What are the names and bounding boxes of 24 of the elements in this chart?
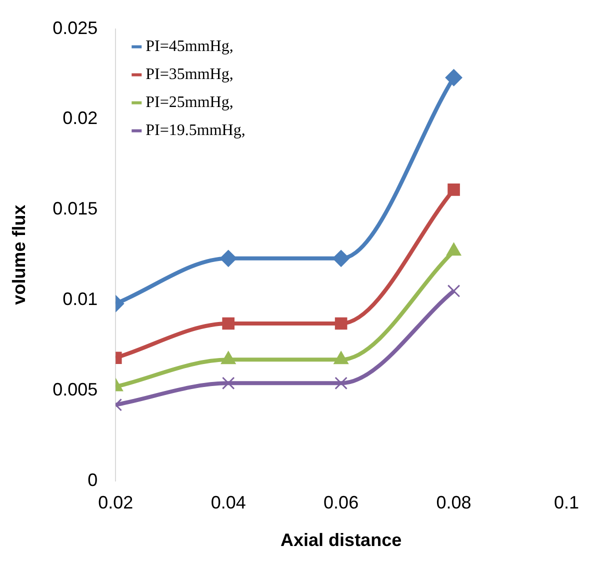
x-tick-label: 0.04 — [210, 492, 246, 513]
point — [448, 184, 460, 196]
y-tick-label: 0 — [88, 470, 98, 490]
point — [447, 284, 460, 298]
legend-label: PI=25mmHg, — [146, 94, 234, 112]
x-tick-label: 0.08 — [436, 492, 472, 513]
point — [445, 69, 462, 86]
y-tick-label: 0.02 — [62, 108, 98, 128]
point — [332, 250, 350, 267]
point — [334, 376, 348, 390]
legend-label: PI=19.5mmHg, — [146, 122, 246, 140]
legend-label: PI=35mmHg, — [146, 66, 234, 84]
x-axis-title: Axial distance — [280, 530, 402, 550]
point — [334, 317, 348, 330]
y-tick-label: 0.005 — [52, 379, 98, 400]
legend-label: PI=45mmHg, — [146, 38, 234, 56]
x-tick-label: 0.02 — [98, 492, 134, 513]
y-tick-label: 0.015 — [52, 198, 98, 219]
y-axis-title: volume flux — [8, 204, 29, 305]
point — [222, 317, 235, 330]
y-tick-label: 0.025 — [52, 18, 98, 38]
x-tick-label: 0.06 — [324, 492, 359, 513]
x-tick-label: 0.1 — [554, 492, 580, 513]
y-tick-label: 0.01 — [62, 288, 98, 309]
